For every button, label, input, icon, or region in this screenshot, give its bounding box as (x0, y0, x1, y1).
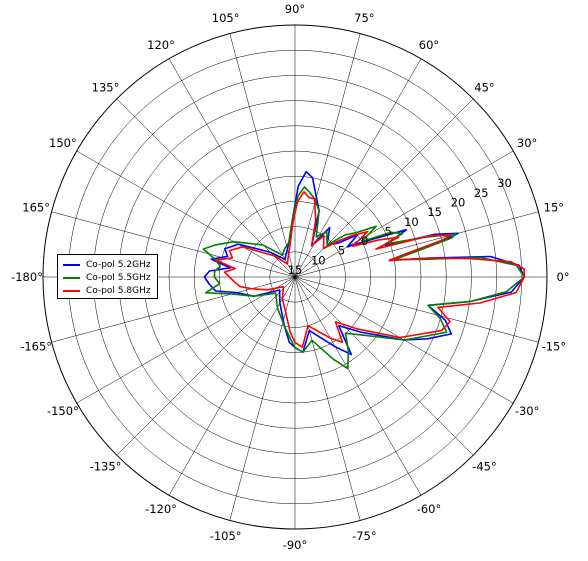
angle-tick-label: 75° (354, 11, 374, 25)
radial-tick-label: 20 (451, 195, 466, 209)
grid-spoke-9 (116, 98, 296, 278)
legend-entry-5-5ghz: Co-pol 5.5GHz (63, 271, 157, 284)
grid-spoke-3 (294, 98, 474, 278)
angle-tick-label: 135° (92, 80, 120, 94)
grid-spoke-7 (229, 33, 296, 278)
radial-tick-label: 10 (404, 215, 419, 229)
angle-tick-label: 45° (474, 80, 494, 94)
radial-tick-label: 15 (288, 263, 303, 277)
angle-tick-label: 0° (556, 270, 569, 284)
legend: Co-pol 5.2GHz Co-pol 5.5GHz Co-pol 5.8GH… (57, 254, 158, 299)
angle-tick-label: -90° (283, 538, 308, 552)
angle-tick-label: 120° (147, 38, 175, 52)
angle-tick-label: 30° (517, 136, 537, 150)
radial-tick-label: 0 (361, 234, 368, 248)
legend-label-5-8ghz: Co-pol 5.8GHz (86, 285, 151, 296)
grid-spoke-1 (294, 211, 539, 278)
grid-spoke-19 (294, 276, 361, 521)
polar-frame (42, 24, 548, 530)
grid-spoke-8 (168, 58, 296, 278)
legend-entry-5-8ghz: Co-pol 5.8GHz (63, 284, 157, 297)
grid-spoke-21 (294, 276, 474, 456)
angle-tick-label: -135° (90, 460, 122, 474)
series-layer (202, 170, 526, 370)
angular-grid-spokes (43, 25, 547, 529)
radial-tick-label: 15 (427, 205, 442, 219)
radial-tick-label: 30 (497, 176, 512, 190)
grid-spoke-13 (51, 276, 296, 343)
series-line-1 (202, 186, 526, 370)
grid-spoke-2 (294, 150, 514, 278)
angle-tick-labels: 0° 15° 30° 45° 60° 75° 90° 105° 120° 135° 150° 165°… (11, 2, 569, 552)
angle-tick-label: 60° (419, 38, 439, 52)
radial-tick-label: 25 (474, 186, 489, 200)
angle-tick-label: 15° (544, 201, 564, 215)
angle-tick-label: -105° (210, 529, 242, 543)
angle-tick-label: -150° (47, 404, 79, 418)
legend-label-5-2ghz: Co-pol 5.2GHz (86, 259, 151, 270)
grid-spoke-11 (51, 211, 296, 278)
legend-swatch-5-2ghz (63, 263, 80, 266)
grid-spoke-20 (294, 276, 422, 496)
grid-spoke-23 (294, 276, 539, 343)
grid-spoke-14 (76, 276, 296, 404)
angle-tick-label: -60° (417, 502, 442, 516)
angle-tick-label: -165° (20, 339, 52, 353)
radial-tick-labels: 15 10 5 0 5 10 15 20 25 30 (288, 176, 512, 277)
angle-tick-label: -75° (352, 529, 377, 543)
angle-tick-label: -120° (145, 502, 177, 516)
angle-tick-label: 150° (49, 136, 77, 150)
angle-tick-label: -15° (542, 339, 567, 353)
legend-label-5-5ghz: Co-pol 5.5GHz (86, 272, 151, 283)
angle-tick-label: 105° (212, 11, 240, 25)
grid-spoke-17 (229, 276, 296, 521)
angle-tick-label: 165° (22, 201, 50, 215)
radial-tick-label: 10 (311, 253, 326, 267)
legend-swatch-5-5ghz (63, 276, 80, 279)
radial-tick-label: 5 (384, 224, 391, 238)
legend-entry-5-2ghz: Co-pol 5.2GHz (63, 258, 157, 271)
angle-tick-label: -180° (11, 270, 43, 284)
grid-spoke-15 (116, 276, 296, 456)
radial-tick-label: 5 (338, 244, 345, 258)
series-line-2 (215, 191, 526, 348)
grid-spoke-5 (294, 33, 361, 278)
legend-swatch-5-8ghz (63, 289, 80, 292)
grid-spoke-10 (76, 150, 296, 278)
angle-tick-label: 90° (285, 2, 305, 16)
angle-tick-label: -45° (472, 460, 497, 474)
grid-spoke-16 (168, 276, 296, 496)
angle-tick-label: -30° (515, 404, 540, 418)
